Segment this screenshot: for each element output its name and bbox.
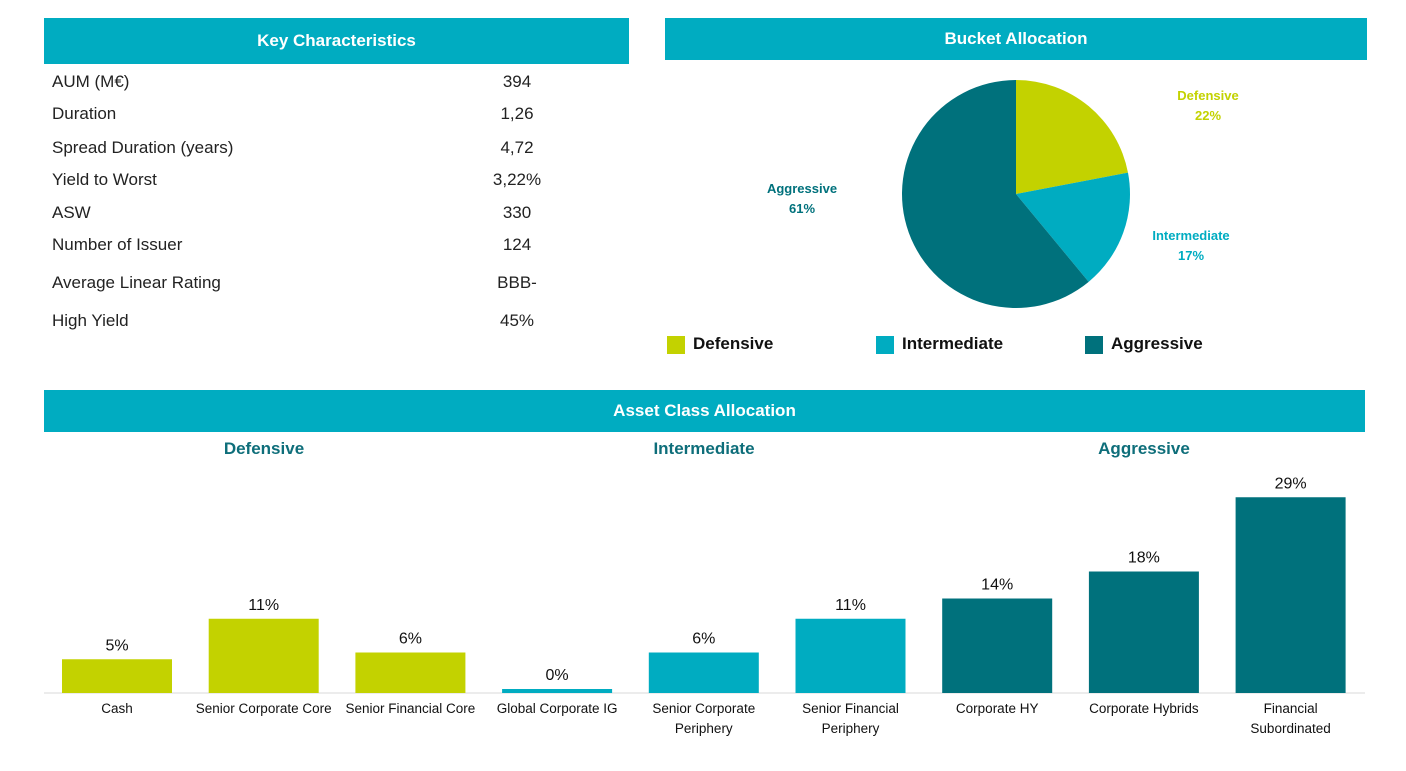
pie-label-aggressive: Aggressive bbox=[767, 181, 837, 196]
key-characteristics-row: Yield to Worst 3,22% bbox=[52, 170, 592, 194]
row-value: BBB- bbox=[497, 273, 537, 292]
bar-value-label: 14% bbox=[981, 577, 1013, 594]
category-label: Corporate Hybrids bbox=[1089, 701, 1199, 716]
row-label: Yield to Worst bbox=[52, 170, 157, 189]
key-characteristics-row: Average Linear Rating BBB- bbox=[52, 273, 592, 297]
category-label: Senior Corporate bbox=[652, 701, 755, 716]
bar-value-label: 6% bbox=[399, 631, 422, 648]
legend-label: Intermediate bbox=[902, 334, 1004, 353]
row-label: High Yield bbox=[52, 311, 129, 330]
bar-value-label: 5% bbox=[105, 637, 128, 654]
category-label: Financial bbox=[1264, 701, 1318, 716]
pie-value-defensive: 22% bbox=[1195, 108, 1221, 123]
bucket-allocation-header: Bucket Allocation bbox=[665, 18, 1367, 60]
key-characteristics-row: Spread Duration (years) 4,72 bbox=[52, 138, 592, 162]
bar-value-label: 11% bbox=[835, 597, 866, 614]
bar bbox=[1088, 571, 1199, 693]
row-value: 45% bbox=[499, 311, 535, 330]
bar bbox=[502, 689, 613, 693]
category-label: Periphery bbox=[822, 721, 880, 736]
category-label: Corporate HY bbox=[956, 701, 1039, 716]
group-title-intermediate: Intermediate bbox=[653, 439, 755, 458]
category-label: Periphery bbox=[675, 721, 733, 736]
pie-value-intermediate: 17% bbox=[1178, 248, 1204, 263]
group-title-aggressive: Aggressive bbox=[1098, 439, 1190, 458]
asset-class-allocation-header: Asset Class Allocation bbox=[44, 390, 1365, 432]
bar-value-label: 11% bbox=[248, 597, 279, 614]
pie-slice-aggressive bbox=[902, 80, 1089, 308]
bar-value-label: 29% bbox=[1275, 475, 1307, 492]
bar-value-label: 0% bbox=[546, 667, 569, 684]
row-label: Spread Duration (years) bbox=[52, 138, 234, 157]
pie-value-aggressive: 61% bbox=[789, 201, 815, 216]
category-label: Senior Corporate Core bbox=[196, 701, 332, 716]
bar bbox=[62, 659, 172, 693]
bar bbox=[648, 652, 759, 693]
bar-value-label: 6% bbox=[692, 631, 715, 648]
row-value: 124 bbox=[502, 235, 532, 254]
category-label: Global Corporate IG bbox=[497, 701, 618, 716]
row-label: Number of Issuer bbox=[52, 235, 183, 254]
legend-label: Aggressive bbox=[1111, 334, 1203, 353]
bar bbox=[355, 652, 466, 693]
category-label: Senior Financial bbox=[802, 701, 899, 716]
row-label: ASW bbox=[52, 203, 91, 222]
legend-label: Defensive bbox=[693, 334, 774, 353]
row-value: 1,26 bbox=[500, 104, 534, 123]
pie-label-intermediate: Intermediate bbox=[1152, 228, 1229, 243]
row-value: 330 bbox=[502, 203, 532, 222]
legend-swatch bbox=[667, 336, 685, 354]
legend-swatch bbox=[876, 336, 894, 354]
key-characteristics-row: Duration 1,26 bbox=[52, 104, 592, 128]
bar bbox=[208, 618, 319, 693]
bucket-allocation-pie-chart: Defensive 22% Intermediate 17% Aggressive 61% bbox=[767, 80, 1239, 308]
bar bbox=[795, 618, 906, 693]
key-characteristics-header: Key Characteristics bbox=[44, 18, 629, 64]
group-title-defensive: Defensive bbox=[223, 439, 305, 458]
pie-label-defensive: Defensive bbox=[1177, 88, 1238, 103]
pie-slice-intermediate bbox=[1016, 172, 1130, 282]
key-characteristics-row: High Yield 45% bbox=[52, 311, 592, 335]
key-characteristics-row: ASW 330 bbox=[52, 203, 592, 227]
row-value: 3,22% bbox=[492, 170, 542, 189]
bar-value-label: 18% bbox=[1128, 550, 1160, 567]
key-characteristics-row: AUM (M€) 394 bbox=[52, 72, 592, 96]
legend-swatch bbox=[1085, 336, 1103, 354]
bar bbox=[1235, 497, 1346, 693]
row-label: Average Linear Rating bbox=[52, 273, 221, 292]
row-value: 4,72 bbox=[500, 138, 534, 157]
key-characteristics-row: Number of Issuer 124 bbox=[52, 235, 592, 259]
row-label: AUM (M€) bbox=[52, 72, 130, 91]
pie-slice-defensive bbox=[1016, 80, 1128, 194]
row-value: 394 bbox=[502, 72, 532, 91]
category-label: Cash bbox=[101, 701, 133, 716]
row-label: Duration bbox=[52, 104, 117, 123]
bar bbox=[942, 598, 1053, 693]
category-label: Subordinated bbox=[1250, 721, 1330, 736]
category-label: Senior Financial Core bbox=[345, 701, 475, 716]
